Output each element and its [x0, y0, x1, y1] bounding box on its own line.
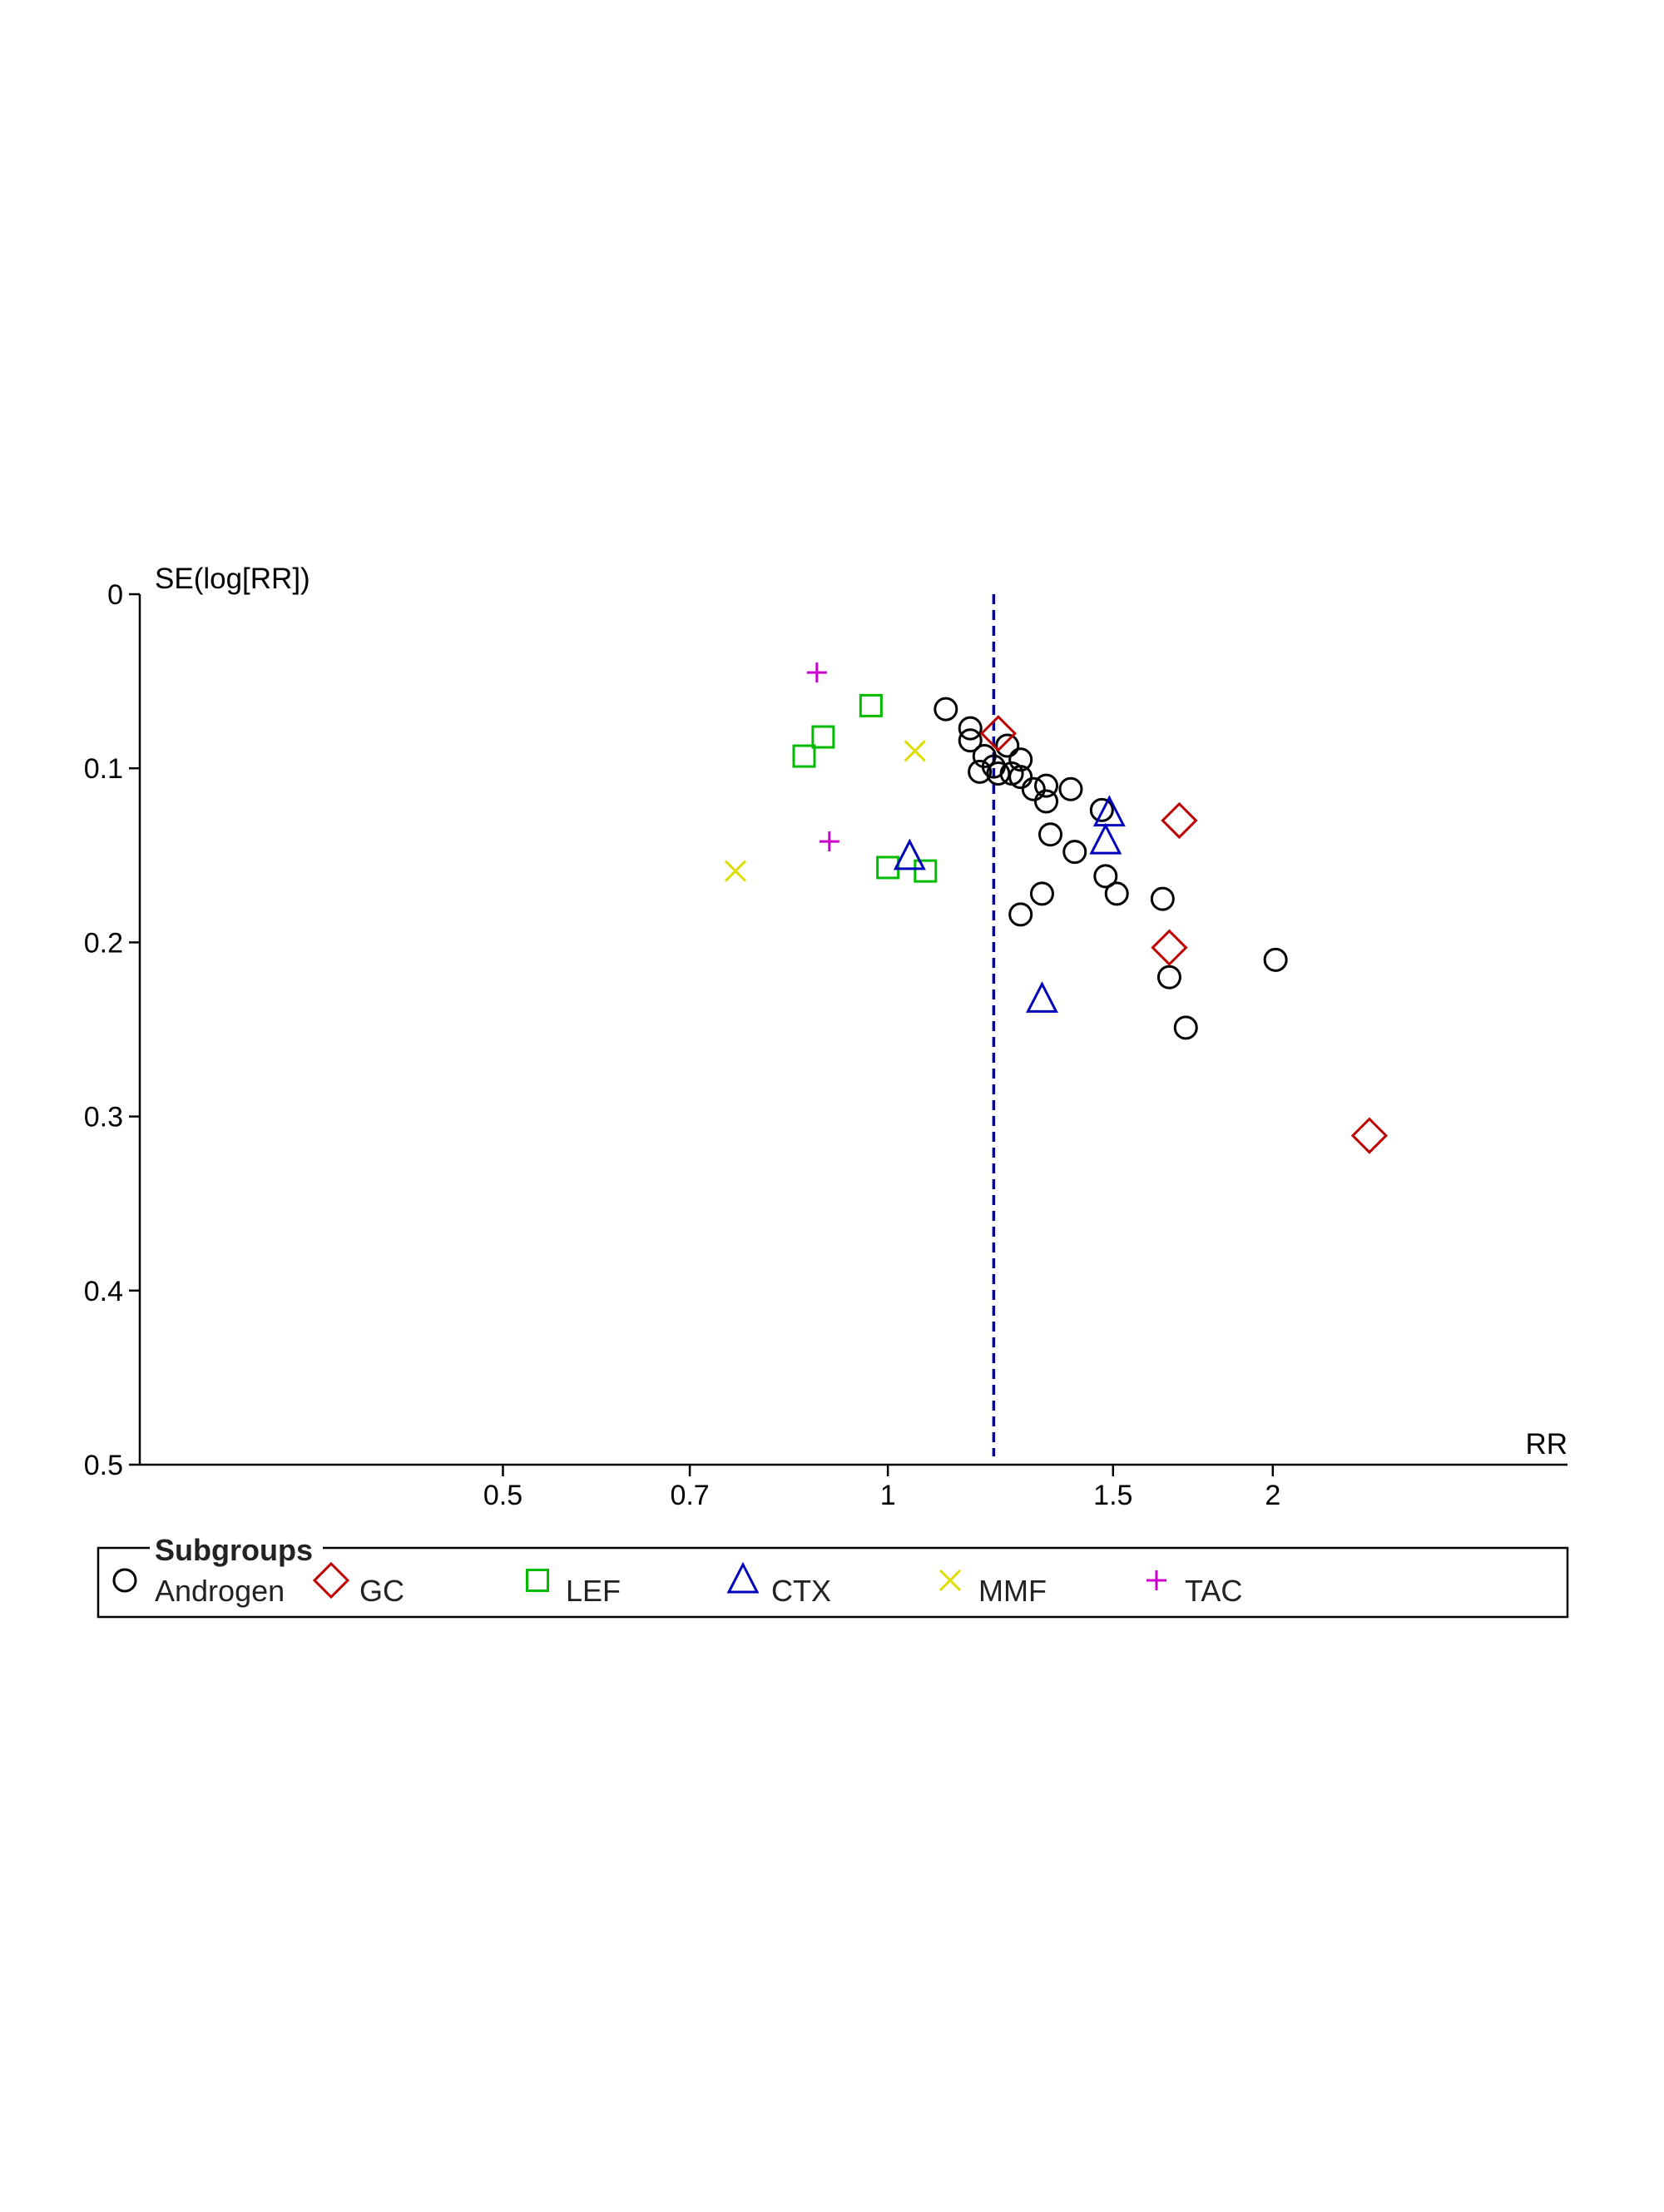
- legend-marker-gc: [312, 1561, 350, 1599]
- point-androgen: [995, 733, 1020, 758]
- point-androgen: [1263, 947, 1288, 972]
- point-androgen: [1034, 789, 1059, 814]
- point-androgen: [1058, 776, 1083, 801]
- legend-label-lef: LEF: [566, 1574, 621, 1608]
- point-androgen: [1008, 765, 1033, 790]
- legend-marker-tac: [1146, 1570, 1166, 1590]
- point-androgen: [1008, 747, 1033, 772]
- x-axis-title: RR: [1525, 1428, 1567, 1461]
- point-androgen: [1008, 902, 1033, 927]
- y-ticks: 0 0.1 0.2 0.3 0.4 0.5: [84, 579, 140, 1481]
- point-androgen: [968, 759, 993, 784]
- point-lef: [914, 859, 938, 883]
- point-androgen: [1038, 822, 1063, 847]
- y-tick-label: 0.2: [84, 927, 123, 959]
- data-points: [724, 662, 1389, 1154]
- point-ctx: [1092, 795, 1126, 827]
- legend-label-androgen: Androgen: [155, 1574, 285, 1608]
- point-androgen: [1104, 881, 1129, 906]
- x-tick-label: 1.5: [1093, 1480, 1132, 1511]
- point-lef: [811, 725, 835, 749]
- legend-label-gc: GC: [359, 1574, 404, 1608]
- point-tac: [806, 662, 827, 683]
- y-axis-title: SE(log[RR]): [155, 563, 310, 595]
- point-ctx: [1026, 981, 1058, 1013]
- legend-marker-lef: [526, 1569, 549, 1592]
- legend-items: Androgen GC LEF CTX MMF TAC: [112, 1561, 1242, 1608]
- x-tick-label: 2: [1265, 1480, 1280, 1511]
- legend-title: Subgroups: [155, 1533, 313, 1567]
- point-mmf: [904, 740, 926, 762]
- point-androgen: [1021, 776, 1046, 801]
- point-androgen: [934, 697, 958, 722]
- y-tick-label: 0.4: [84, 1276, 123, 1307]
- point-androgen: [1173, 1015, 1198, 1040]
- x-tick-label: 0.7: [670, 1480, 709, 1511]
- legend-label-mmf: MMF: [978, 1574, 1047, 1608]
- point-tac: [819, 831, 839, 852]
- point-gc: [1350, 1117, 1389, 1154]
- point-mmf: [724, 860, 747, 882]
- point-androgen: [1034, 773, 1059, 798]
- point-ctx: [893, 838, 926, 870]
- legend: Subgroups Androgen GC LEF CTX MMF TAC: [97, 1533, 1569, 1619]
- point-androgen: [1062, 840, 1087, 865]
- legend-marker-androgen: [112, 1568, 137, 1593]
- point-androgen: [1150, 886, 1175, 911]
- point-gc: [1151, 929, 1188, 966]
- point-gc: [1161, 801, 1198, 840]
- point-androgen: [1156, 965, 1181, 989]
- legend-label-ctx: CTX: [771, 1574, 831, 1608]
- point-androgen: [1093, 864, 1118, 889]
- legend-marker-ctx: [726, 1561, 760, 1594]
- point-lef: [792, 744, 816, 768]
- legend-label-tac: TAC: [1185, 1574, 1242, 1608]
- point-lef: [859, 693, 883, 717]
- point-androgen: [958, 716, 983, 741]
- point-ctx: [1089, 822, 1122, 855]
- x-tick-label: 0.5: [483, 1480, 522, 1511]
- y-tick-label: 0.1: [84, 753, 123, 785]
- x-tick-label: 1: [880, 1480, 896, 1511]
- point-androgen: [1029, 881, 1054, 906]
- y-tick-label: 0.5: [84, 1450, 123, 1481]
- point-androgen: [1089, 797, 1114, 822]
- y-tick-label: 0.3: [84, 1102, 123, 1133]
- point-gc: [979, 715, 1018, 752]
- y-tick-label: 0: [107, 579, 123, 611]
- point-androgen: [958, 728, 983, 753]
- legend-marker-mmf: [938, 1569, 962, 1592]
- x-ticks: 0.5 0.7 1 1.5 2: [483, 1465, 1280, 1511]
- legend-box: [97, 1546, 1569, 1619]
